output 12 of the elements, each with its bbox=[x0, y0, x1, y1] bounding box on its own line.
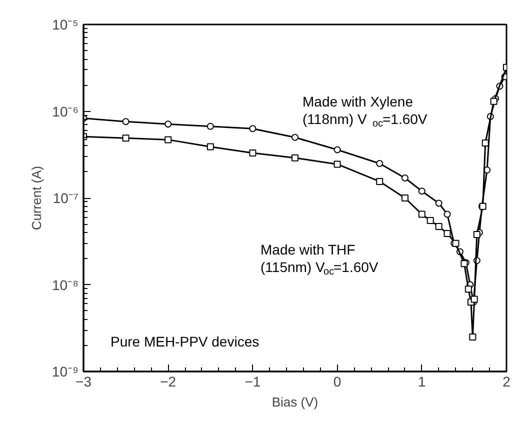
x-tick-label: −1 bbox=[244, 374, 261, 390]
y-tick-label: 10⁻⁵ bbox=[52, 16, 79, 32]
y-axis-title: Current (A) bbox=[28, 166, 44, 230]
annotation: Pure MEH-PPV devices bbox=[110, 334, 260, 350]
x-tick-label: 1 bbox=[418, 374, 426, 390]
x-tick-label: 0 bbox=[333, 374, 342, 390]
x-axis-title: Bias (V) bbox=[272, 394, 318, 410]
x-tick-label: −2 bbox=[160, 374, 176, 390]
y-tick-label: 10⁻⁸ bbox=[52, 276, 79, 293]
y-tick-label: 10⁻⁶ bbox=[52, 103, 79, 120]
x-tick-label: 2 bbox=[502, 374, 511, 390]
y-tick-label: 10⁻⁷ bbox=[52, 190, 79, 206]
